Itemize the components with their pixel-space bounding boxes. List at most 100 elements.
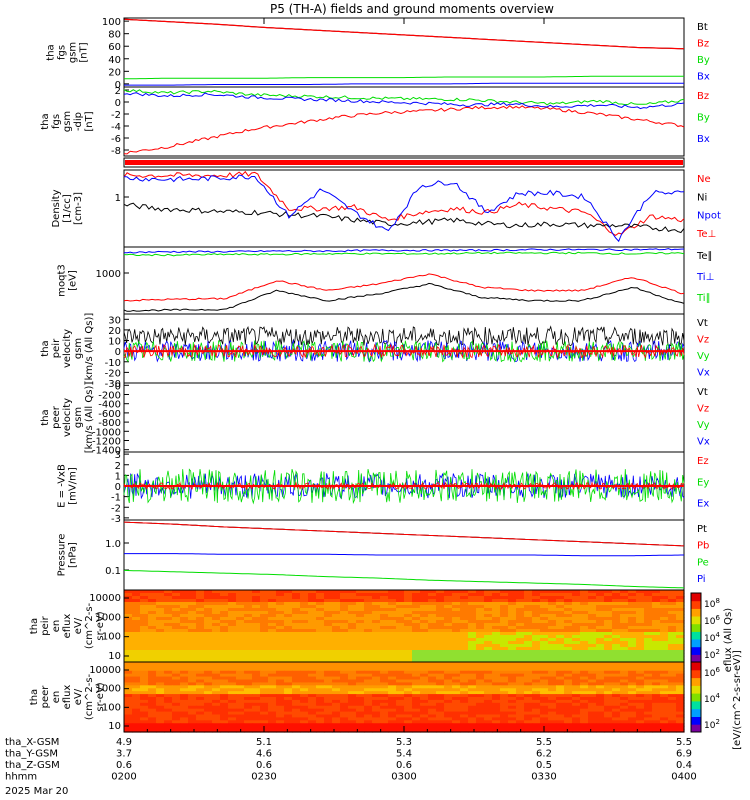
spectrogram-cell [340,611,349,615]
spectrogram-cell [196,641,205,645]
spectrogram-cell [364,711,373,716]
spectrogram-cell [644,596,653,600]
spectrogram-cell [500,635,509,639]
spectrogram-cell [212,729,221,733]
spectrogram-cell [364,635,373,639]
spectrogram-cell [340,682,349,686]
spectrogram-cell [476,711,485,716]
spectrogram-cell [548,653,557,657]
spectrogram-cell [356,676,365,681]
spectrogram-cell [540,676,549,681]
spectrogram-cell [604,673,613,678]
spectrogram-cell [404,599,413,603]
spectrogram-cell [404,626,413,630]
spectrogram-cell [628,650,637,654]
spectrogram-cell [396,682,405,686]
spectrogram-cell [500,670,509,675]
spectrogram-cell [460,676,469,681]
spectrogram-cell [516,605,525,609]
spectrogram-cell [196,691,205,695]
spectrogram-cell [380,670,389,675]
spectrogram-cell [604,611,613,615]
spectrogram-cell [316,623,325,627]
spectrogram-cell [628,699,637,704]
spectrogram-cell [452,656,461,660]
spectrogram-cell [604,602,613,606]
spectrogram-cell [388,599,397,603]
spectrogram-cell [564,679,573,684]
spectrogram-cell [284,676,293,681]
spectrogram-cell [252,659,261,663]
spectrogram-cell [540,596,549,600]
spectrogram-cell [436,611,445,615]
spectrogram-cell [580,632,589,636]
spectrogram-cell [148,593,157,597]
spectrogram-cell [388,620,397,624]
spectrogram-cell [172,659,181,663]
spectrogram-cell [260,596,269,600]
date-label: 2025 Mar 20 [5,786,68,797]
spectrogram-cell [452,691,461,695]
spectrogram-cell [284,626,293,630]
spectrogram-cell [172,590,181,594]
spectrogram-cell [276,596,285,600]
spectrogram-cell [396,608,405,612]
spectrogram-cell [644,697,653,701]
spectrogram-cell [396,653,405,657]
spectrogram-cell [580,626,589,630]
spectrogram-cell [284,697,293,701]
spectrogram-cell [468,664,477,669]
spectrogram-cell [460,602,469,606]
spectrogram-cell [452,644,461,648]
spectrogram-cell [628,617,637,621]
y-label-line: [cm-3] [73,192,84,225]
spectrogram-cell [620,605,629,609]
spectrogram-cell [620,667,629,672]
spectrogram-cell [228,705,237,710]
colorbar-swatch [691,631,701,640]
spectrogram-cell [444,699,453,704]
spectrogram-cell [284,653,293,657]
spectrogram-cell [300,590,309,594]
spectrogram-cell [276,590,285,594]
spectrogram-cell [604,644,613,648]
spectrogram-cell [132,656,141,660]
legend-entry: Vy [697,420,710,431]
spectrogram-cell [652,662,661,666]
spectrogram-cell [180,729,189,733]
spectrogram-cell [196,682,205,686]
spectrogram-cell [588,670,597,675]
spectrogram-cell [276,729,285,733]
spectrogram-cell [516,638,525,642]
spectrogram-cell [188,629,197,633]
spectrogram-cell [364,717,373,721]
spectrogram-cell [388,691,397,695]
spectrogram-cell [444,650,453,654]
spectrogram-cell [620,620,629,624]
spectrogram-cell [308,614,317,618]
spectrogram-cell [428,599,437,603]
spectrogram-cell [244,614,253,618]
spectrogram-cell [332,702,341,707]
spectrogram-cell [252,705,261,710]
spectrogram-cell [212,647,221,651]
spectrogram-cell [628,688,637,692]
spectrogram-cell [364,723,373,727]
spectrogram-cell [612,662,621,666]
spectrogram-cell [564,664,573,669]
spectrogram-cell [308,670,317,675]
spectrogram-cell [380,593,389,597]
spectrogram-cell [284,685,293,689]
spectrogram-cell [260,641,269,645]
spectrogram-cell [444,708,453,713]
spectrogram-cell [428,590,437,594]
spectrogram-cell [428,659,437,663]
spectrogram-cell [324,699,333,704]
spectrogram-cell [316,605,325,609]
spectrogram-cell [396,723,405,727]
spectrogram-cell [468,667,477,672]
spectrogram-cell [580,717,589,721]
spectrogram-cell [244,682,253,686]
spectrogram-cell [596,664,605,669]
spectrogram-cell [612,694,621,698]
